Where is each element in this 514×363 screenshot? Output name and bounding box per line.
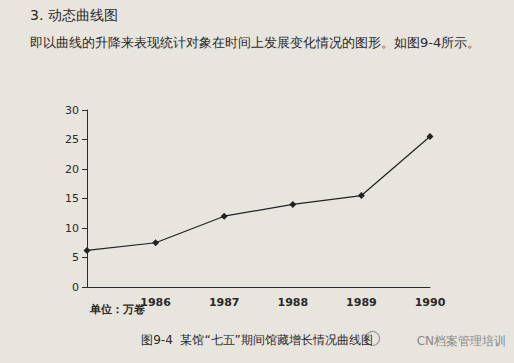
svg-text:1988: 1988	[277, 296, 308, 309]
svg-text:CN档案管理培训: CN档案管理培训	[417, 334, 506, 348]
svg-text:0: 0	[72, 281, 79, 294]
svg-text:图9-4 某馆“七五”期间馆藏增长情况曲线图: 图9-4 某馆“七五”期间馆藏增长情况曲线图	[141, 333, 373, 347]
svg-text:1987: 1987	[209, 296, 240, 309]
svg-text:5: 5	[72, 251, 79, 264]
svg-text:3. 动态曲线图: 3. 动态曲线图	[30, 7, 118, 23]
svg-text:20: 20	[65, 163, 79, 176]
svg-text:10: 10	[65, 222, 79, 235]
svg-text:1986: 1986	[140, 296, 171, 309]
svg-text:30: 30	[65, 104, 79, 117]
svg-text:即以曲线的升降来表现统计对象在时间上发展变化情况的图形。如图: 即以曲线的升降来表现统计对象在时间上发展变化情况的图形。如图9-4所示。	[30, 35, 480, 50]
svg-text:25: 25	[65, 133, 79, 146]
svg-text:15: 15	[65, 192, 79, 205]
svg-text:单位：万卷: 单位：万卷	[89, 303, 145, 316]
svg-text:1990: 1990	[415, 296, 446, 309]
svg-text:1989: 1989	[346, 296, 377, 309]
